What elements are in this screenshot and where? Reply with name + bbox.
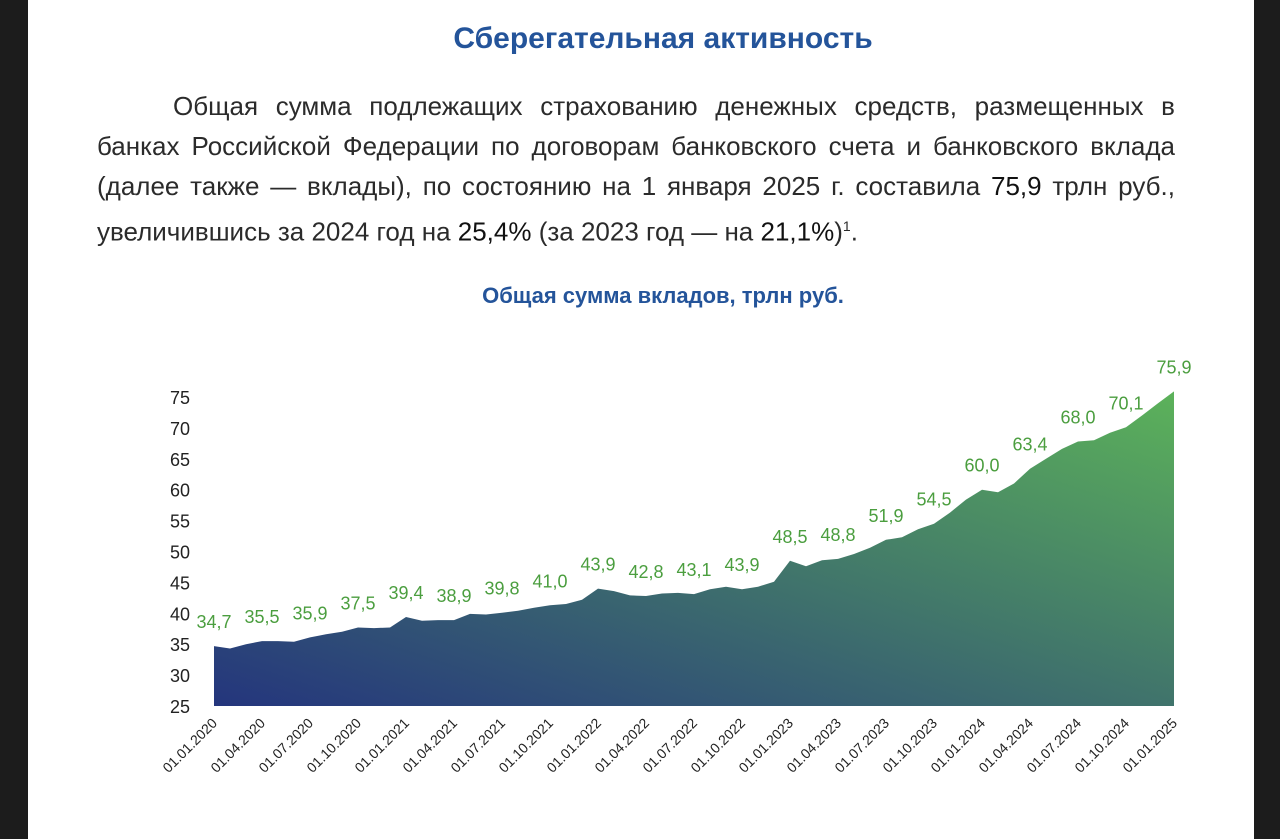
deposits-area: [214, 391, 1174, 706]
data-label: 35,9: [292, 603, 327, 623]
data-label: 35,5: [244, 607, 279, 627]
summary-paragraph: Общая сумма подлежащих страхованию денеж…: [97, 86, 1175, 252]
data-label: 60,0: [964, 456, 999, 476]
total-value: 75,9: [990, 171, 1042, 201]
footnote-mark: 1: [842, 218, 851, 234]
paragraph-text-1: Общая сумма подлежащих страхованию денеж…: [97, 91, 1175, 201]
y-tick-label: 65: [170, 450, 190, 470]
y-tick-label: 60: [170, 481, 190, 501]
y-tick-label: 70: [170, 419, 190, 439]
data-label: 70,1: [1108, 393, 1143, 413]
y-tick-label: 45: [170, 573, 190, 593]
y-tick-label: 75: [170, 388, 190, 408]
chart-title: Общая сумма вкладов, трлн руб.: [482, 283, 844, 308]
paragraph-text-3: (за 2023 год — на: [531, 216, 761, 247]
data-label: 68,0: [1060, 407, 1095, 427]
data-label: 63,4: [1012, 435, 1047, 455]
y-tick-label: 35: [170, 635, 190, 655]
data-label: 43,9: [580, 555, 615, 575]
data-label: 37,5: [340, 594, 375, 614]
data-label: 54,5: [916, 490, 951, 510]
data-label: 43,1: [676, 560, 711, 580]
data-label: 39,4: [388, 583, 423, 603]
growth-2024: 25,4%: [457, 216, 532, 247]
data-label: 43,9: [724, 555, 759, 575]
paragraph-text-4: ): [834, 216, 843, 247]
y-tick-label: 30: [170, 666, 190, 686]
data-label: 48,5: [772, 527, 807, 547]
page-title: Сберегательная активность: [453, 22, 873, 55]
data-label: 75,9: [1156, 357, 1191, 377]
y-tick-label: 55: [170, 512, 190, 532]
data-label: 41,0: [532, 571, 567, 591]
data-label: 51,9: [868, 506, 903, 526]
x-axis: 01.01.202001.04.202001.07.202001.10.2020…: [159, 715, 1180, 776]
data-label: 34,7: [196, 612, 231, 632]
y-axis: 25 30 35 40 45 50 55 60 65 70 75: [170, 388, 190, 717]
paragraph-text-2: трлн руб., увеличившись за 2024 год на: [97, 171, 1175, 247]
data-label: 39,8: [484, 579, 519, 599]
paragraph-text-5: .: [850, 216, 858, 247]
data-label: 42,8: [628, 562, 663, 582]
data-label: 38,9: [436, 586, 471, 606]
y-tick-label: 50: [170, 543, 190, 563]
y-tick-label: 25: [170, 697, 190, 717]
data-labels: 34,7 35,5 35,9 37,5 39,4 38,9 39,8 41,0 43,9 42,8…: [196, 357, 1191, 632]
data-label: 48,8: [820, 525, 855, 545]
growth-2023: 21,1%: [760, 216, 835, 247]
y-tick-label: 40: [170, 604, 190, 624]
